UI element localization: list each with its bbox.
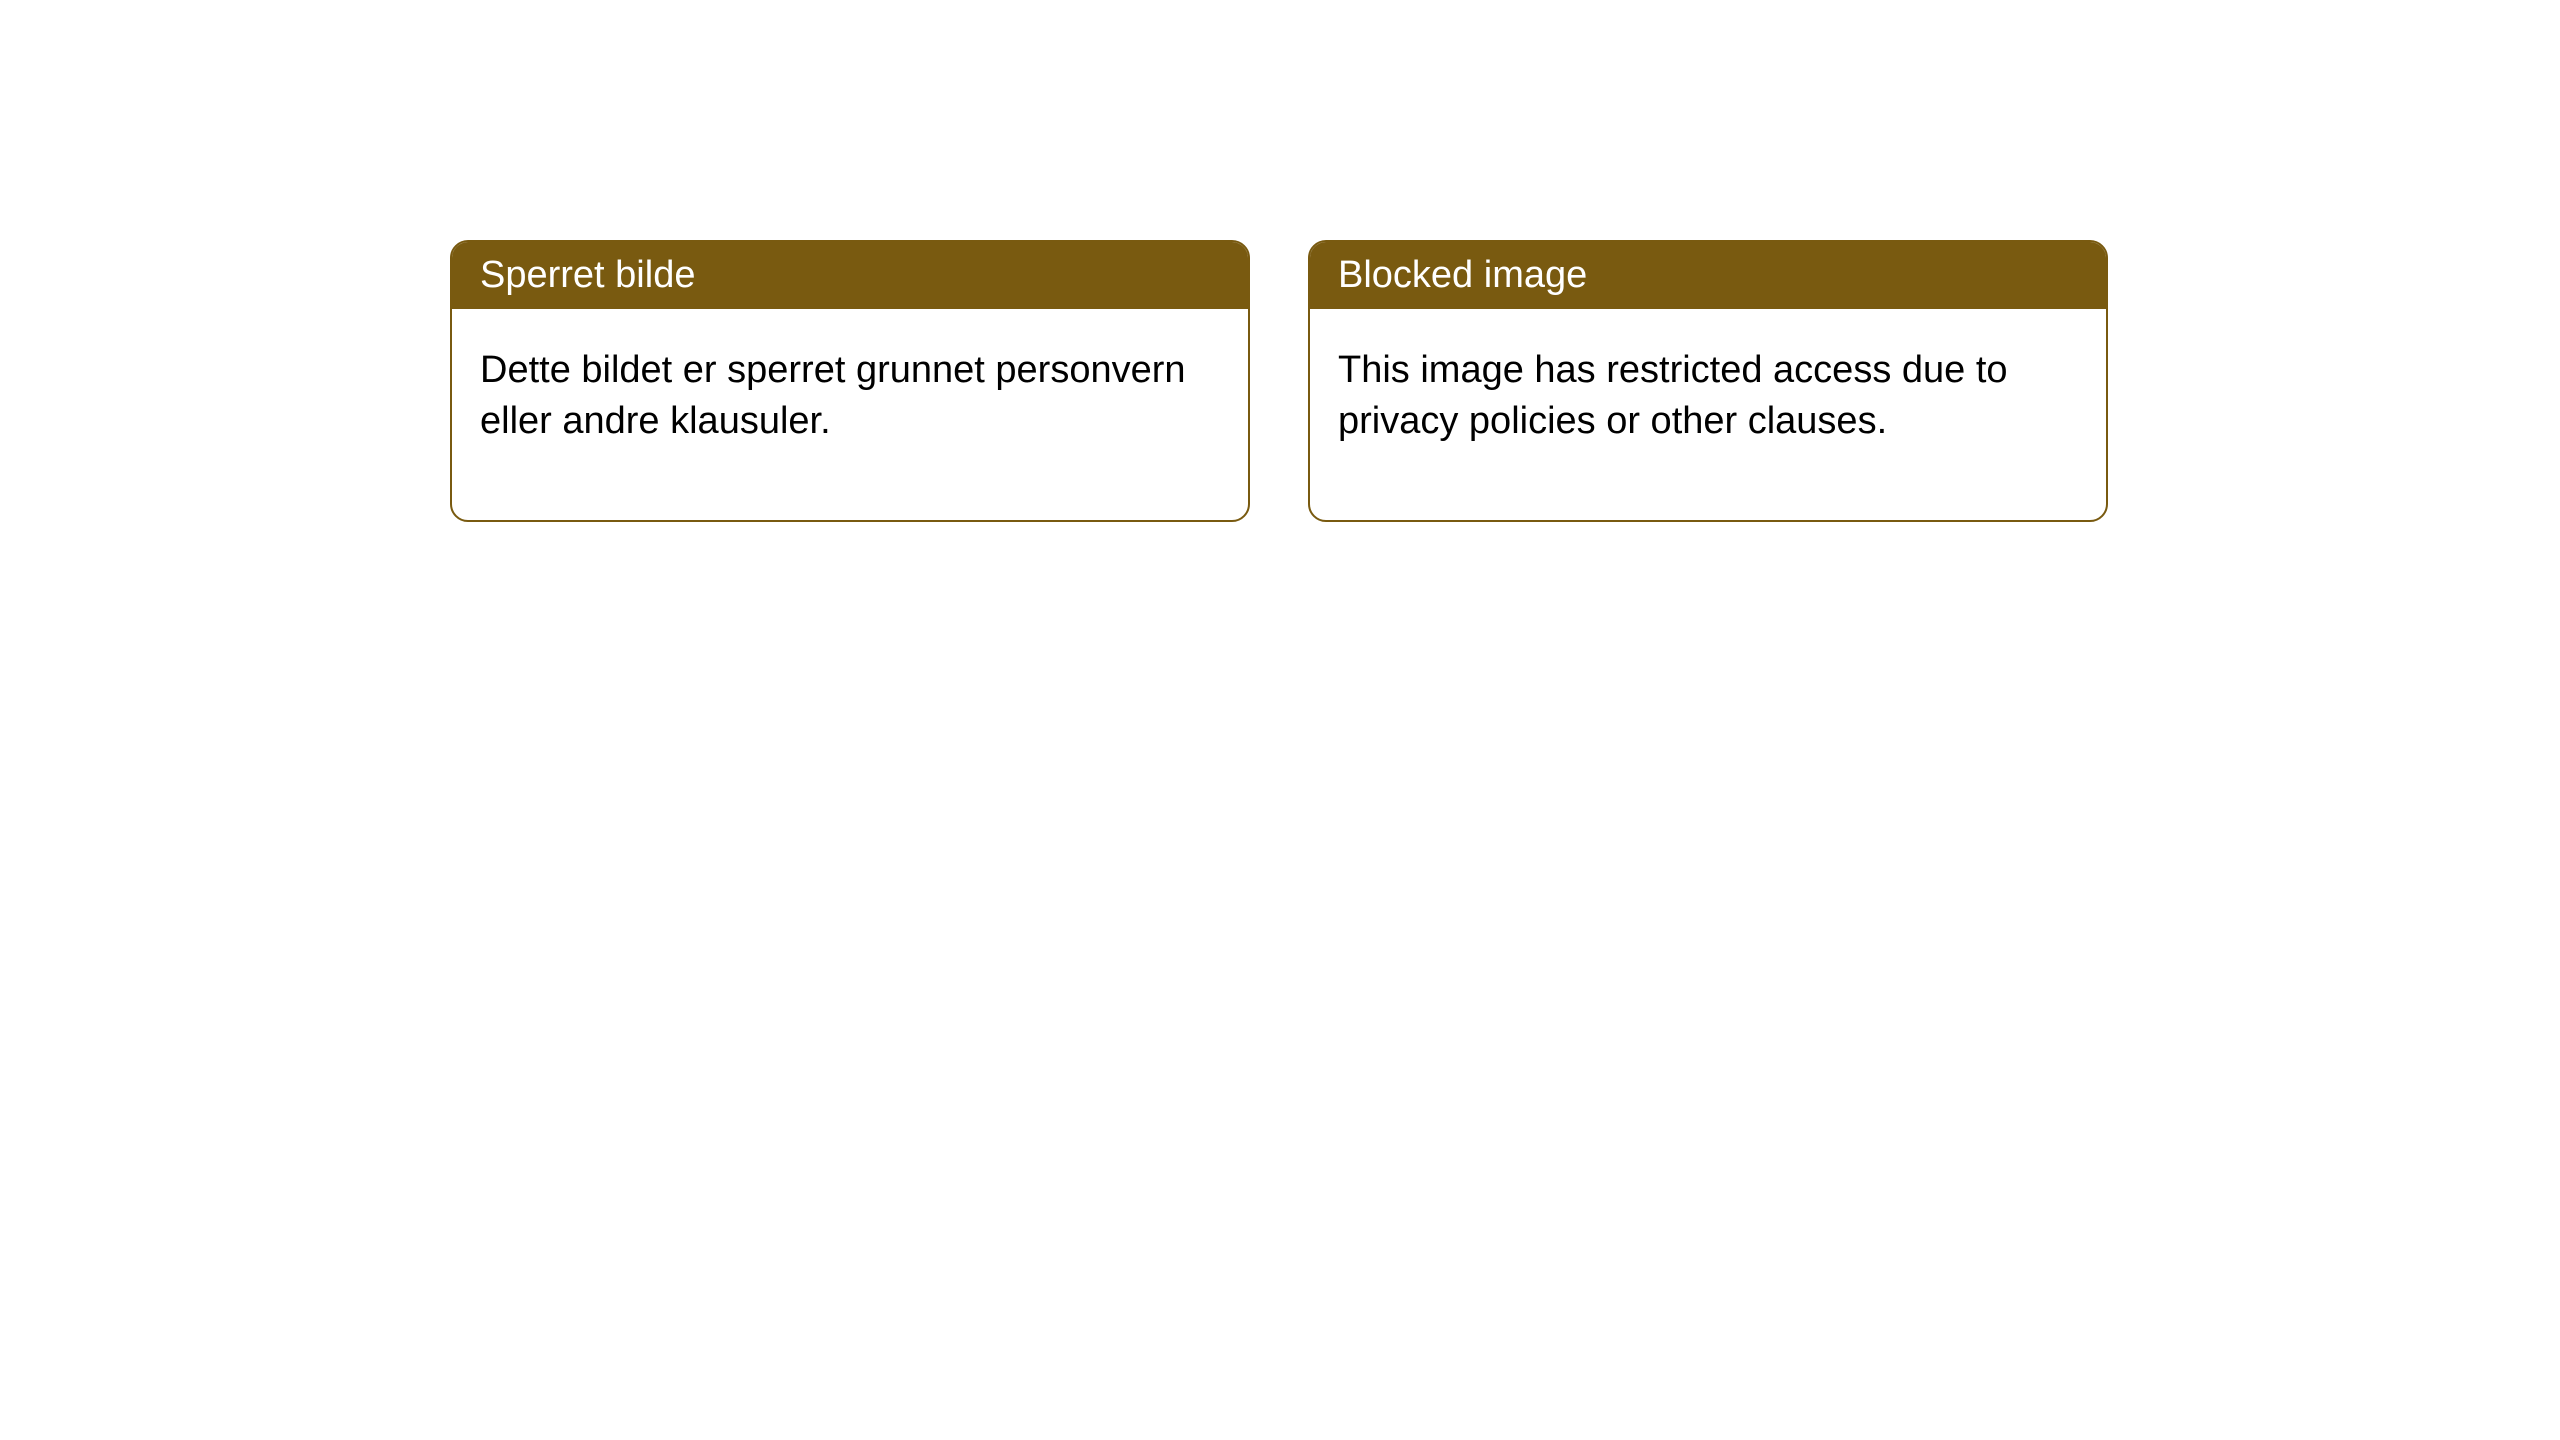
card-message: This image has restricted access due to … [1338,349,2008,442]
card-title: Sperret bilde [480,254,695,296]
card-title: Blocked image [1338,254,1587,296]
card-header: Blocked image [1310,242,2106,309]
card-header: Sperret bilde [452,242,1248,309]
blocked-image-card-en: Blocked image This image has restricted … [1308,240,2108,522]
blocked-image-card-no: Sperret bilde Dette bildet er sperret gr… [450,240,1250,522]
card-message: Dette bildet er sperret grunnet personve… [480,349,1186,442]
notice-container: Sperret bilde Dette bildet er sperret gr… [450,240,2108,522]
card-body: Dette bildet er sperret grunnet personve… [452,309,1248,520]
card-body: This image has restricted access due to … [1310,309,2106,520]
